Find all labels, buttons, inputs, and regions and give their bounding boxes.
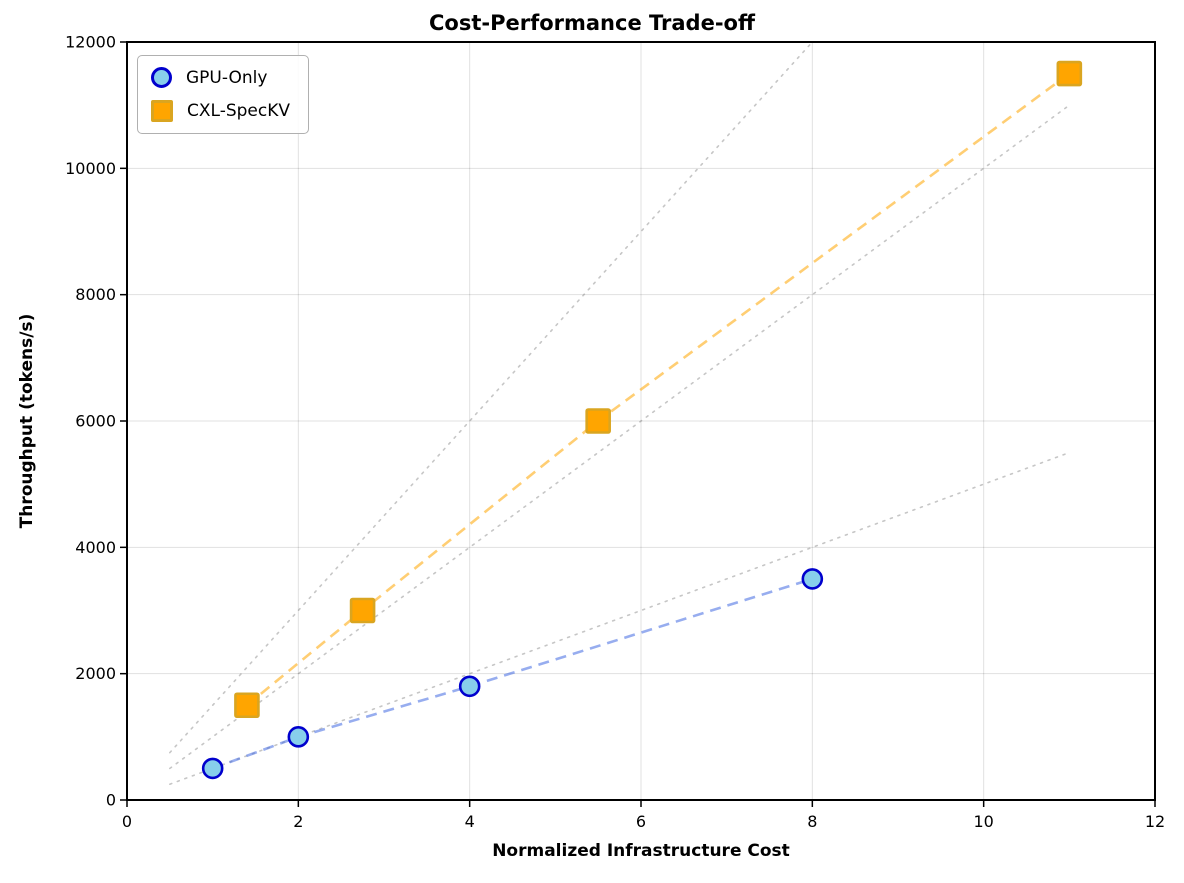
x-tick-label: 6 (636, 812, 646, 831)
y-tick-label: 8000 (75, 285, 116, 304)
y-tick-label: 12000 (65, 33, 116, 52)
data-point-cxl-speckv (349, 597, 376, 624)
x-tick-label: 12 (1145, 812, 1165, 831)
y-tick-label: 6000 (75, 412, 116, 431)
y-tick-label: 2000 (75, 664, 116, 683)
gpu-only-circle-marker-icon (151, 67, 172, 88)
x-axis-label: Normalized Infrastructure Cost (492, 841, 790, 861)
reference-line-1000 (169, 104, 1071, 770)
y-tick-label: 0 (106, 791, 116, 810)
legend: GPU-Only CXL-SpecKV (137, 55, 309, 134)
reference-line-500 (169, 451, 1071, 786)
cxl-speckv-square-marker-icon (151, 100, 173, 122)
series-line-cxl-speckv (246, 72, 1071, 707)
x-tick-label: 8 (807, 812, 817, 831)
data-point-cxl-speckv (585, 408, 611, 434)
y-axis-label: Throughput (tokens/s) (17, 313, 37, 529)
x-tick-label: 4 (465, 812, 475, 831)
legend-item-gpu-only: GPU-Only (151, 67, 290, 88)
legend-item-cxl-speckv: CXL-SpecKV (151, 100, 290, 122)
x-tick-label: 2 (293, 812, 303, 831)
chart-title: Cost-Performance Trade-off (429, 11, 755, 35)
reference-line-1500 (169, 41, 814, 754)
x-tick-label: 0 (122, 812, 132, 831)
y-tick-label: 10000 (65, 159, 116, 178)
legend-label-gpu-only: GPU-Only (186, 67, 268, 88)
data-point-gpu-only (287, 726, 310, 748)
legend-label-cxl-speckv: CXL-SpecKV (187, 101, 290, 121)
data-point-cxl-speckv (1056, 60, 1083, 87)
y-tick-label: 4000 (75, 538, 116, 557)
x-tick-label: 10 (973, 812, 993, 831)
series-line-gpu-only (212, 577, 813, 770)
data-point-gpu-only (458, 675, 481, 698)
data-point-gpu-only (801, 568, 824, 590)
data-point-cxl-speckv (234, 692, 260, 719)
data-point-gpu-only (201, 757, 224, 780)
